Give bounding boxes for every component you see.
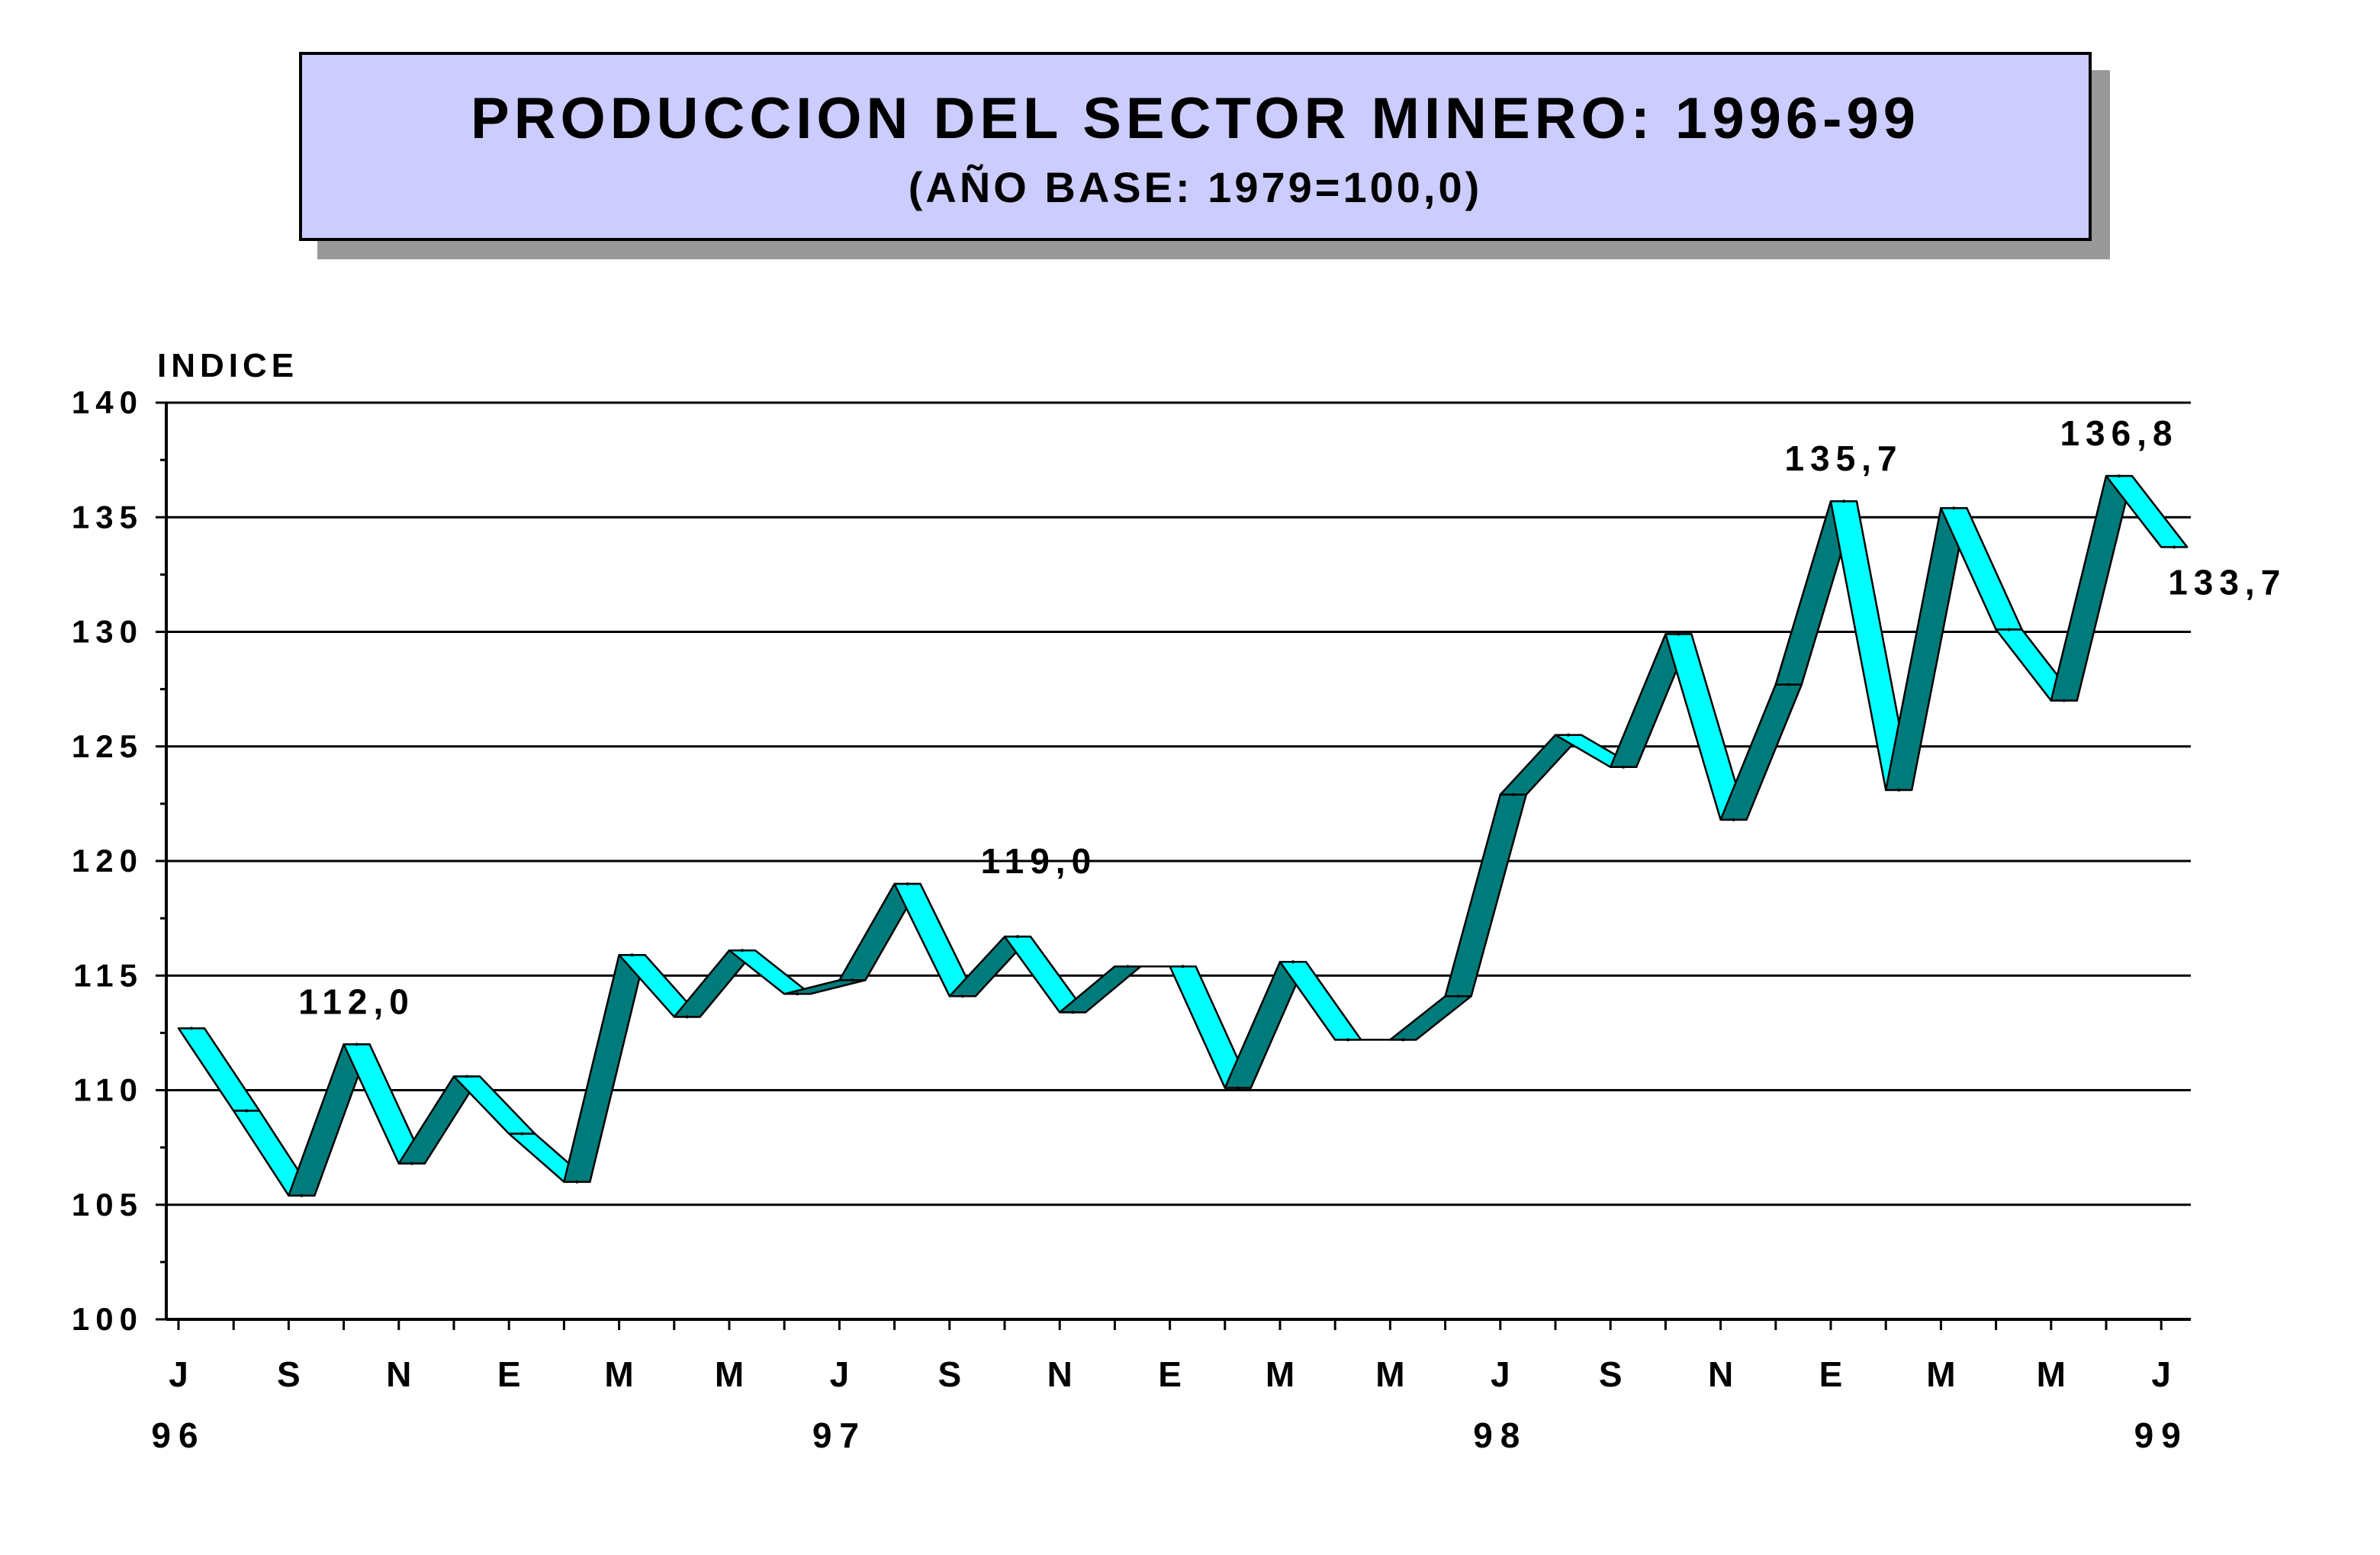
data-point <box>2173 545 2176 549</box>
ribbon-segment <box>1278 960 1362 1041</box>
data-point <box>2007 628 2011 631</box>
x-month-label: J <box>830 1354 850 1394</box>
data-point <box>1952 506 1956 510</box>
title-box: PRODUCCION DEL SECTOR MINERO: 1996-99 (A… <box>299 52 2092 241</box>
x-month-label: S <box>1599 1354 1623 1394</box>
x-month-label: E <box>497 1354 521 1394</box>
data-point <box>1016 935 1019 939</box>
ribbon-segment <box>2050 474 2134 702</box>
data-point <box>2062 699 2066 702</box>
data-point <box>1291 960 1295 964</box>
data-point <box>520 1132 524 1136</box>
x-month-label: E <box>1819 1354 1843 1394</box>
x-month-label: S <box>938 1354 961 1394</box>
labels: 100 105 110 115 120 125 130 135 140 J S N E M M J S N E M M J… <box>72 384 2286 1455</box>
ribbon-segment <box>1058 965 1142 1014</box>
data-point <box>851 978 854 982</box>
data-point <box>2118 474 2121 478</box>
y-tick-label: 105 <box>72 1187 143 1222</box>
x-month-label: N <box>1708 1354 1733 1394</box>
data-point <box>1622 765 1626 769</box>
data-point <box>1842 500 1845 503</box>
data-label: 135,7 <box>1784 439 1902 478</box>
data-point <box>465 1075 468 1078</box>
data-point <box>1071 1010 1075 1014</box>
data-point <box>1787 683 1790 686</box>
data-point <box>685 1015 689 1019</box>
data-point <box>300 1194 304 1197</box>
ribbon-segment <box>1884 506 1968 792</box>
y-tick-label: 140 <box>72 384 143 420</box>
data-label: 112,0 <box>298 982 415 1021</box>
x-month-label: M <box>1266 1354 1295 1394</box>
data-point <box>630 953 634 957</box>
data-point <box>575 1180 579 1184</box>
y-tick-label: 135 <box>72 499 143 535</box>
x-month-label: J <box>1491 1354 1510 1394</box>
data-label: 133,7 <box>2168 562 2286 602</box>
x-year-label: 98 <box>1473 1415 1527 1455</box>
data-point <box>1897 788 1901 792</box>
ribbon-segment <box>1719 683 1803 821</box>
axes <box>156 401 2191 1330</box>
ribbon-segment <box>1389 995 1472 1041</box>
x-year-label: 97 <box>812 1415 867 1455</box>
ribbon-segment <box>452 1075 536 1135</box>
ribbon-segment <box>893 882 977 998</box>
ribbon-segment <box>177 1027 261 1112</box>
y-axis-title: INDICE <box>157 347 298 384</box>
data-point <box>1567 733 1570 737</box>
y-tick-label: 110 <box>73 1072 143 1108</box>
x-month-label: J <box>2151 1354 2171 1394</box>
data-point <box>741 949 744 953</box>
y-tick-label: 120 <box>72 843 143 879</box>
x-month-label: N <box>386 1354 411 1394</box>
data-point <box>1511 792 1515 796</box>
ribbon-segment <box>1444 793 1528 998</box>
x-month-label: J <box>169 1354 188 1394</box>
x-month-label: E <box>1158 1354 1182 1394</box>
x-year-label: 96 <box>151 1415 205 1455</box>
data-point <box>1456 994 1460 998</box>
data-point <box>1401 1038 1405 1042</box>
y-tick-label: 100 <box>72 1301 143 1337</box>
data-point <box>1181 965 1185 969</box>
data-point <box>355 1043 359 1046</box>
x-month-label: N <box>1047 1354 1073 1394</box>
data-point <box>410 1161 413 1165</box>
y-tick-label: 130 <box>72 614 143 650</box>
data-point <box>1126 965 1130 969</box>
data-label: 136,8 <box>2060 413 2178 453</box>
x-month-label: M <box>2037 1354 2066 1394</box>
data-point <box>190 1026 193 1030</box>
data-point <box>960 994 964 998</box>
data-ribbon <box>177 474 2189 1197</box>
data-point <box>245 1109 249 1113</box>
chart-subtitle: (AÑO BASE: 1979=100,0) <box>908 163 1483 211</box>
data-point <box>1732 818 1735 821</box>
chart-title: PRODUCCION DEL SECTOR MINERO: 1996-99 <box>471 86 1920 151</box>
data-point <box>1677 632 1680 636</box>
grid-lines <box>166 401 2191 1321</box>
x-year-label: 99 <box>2134 1415 2189 1455</box>
x-month-label: M <box>1375 1354 1404 1394</box>
ribbon-segment <box>563 953 646 1183</box>
y-tick-label: 115 <box>73 957 143 993</box>
data-label: 119,0 <box>981 841 1098 881</box>
ribbon-segment <box>2105 474 2189 548</box>
data-point <box>1346 1038 1350 1042</box>
data-point <box>796 992 799 996</box>
ribbon-segment <box>728 949 812 995</box>
x-month-label: M <box>604 1354 633 1394</box>
x-month-label: M <box>1926 1354 1955 1394</box>
x-month-label: M <box>715 1354 744 1394</box>
y-tick-label: 125 <box>72 728 143 764</box>
x-month-label: S <box>277 1354 301 1394</box>
data-point <box>1236 1086 1240 1090</box>
data-point <box>905 882 909 886</box>
